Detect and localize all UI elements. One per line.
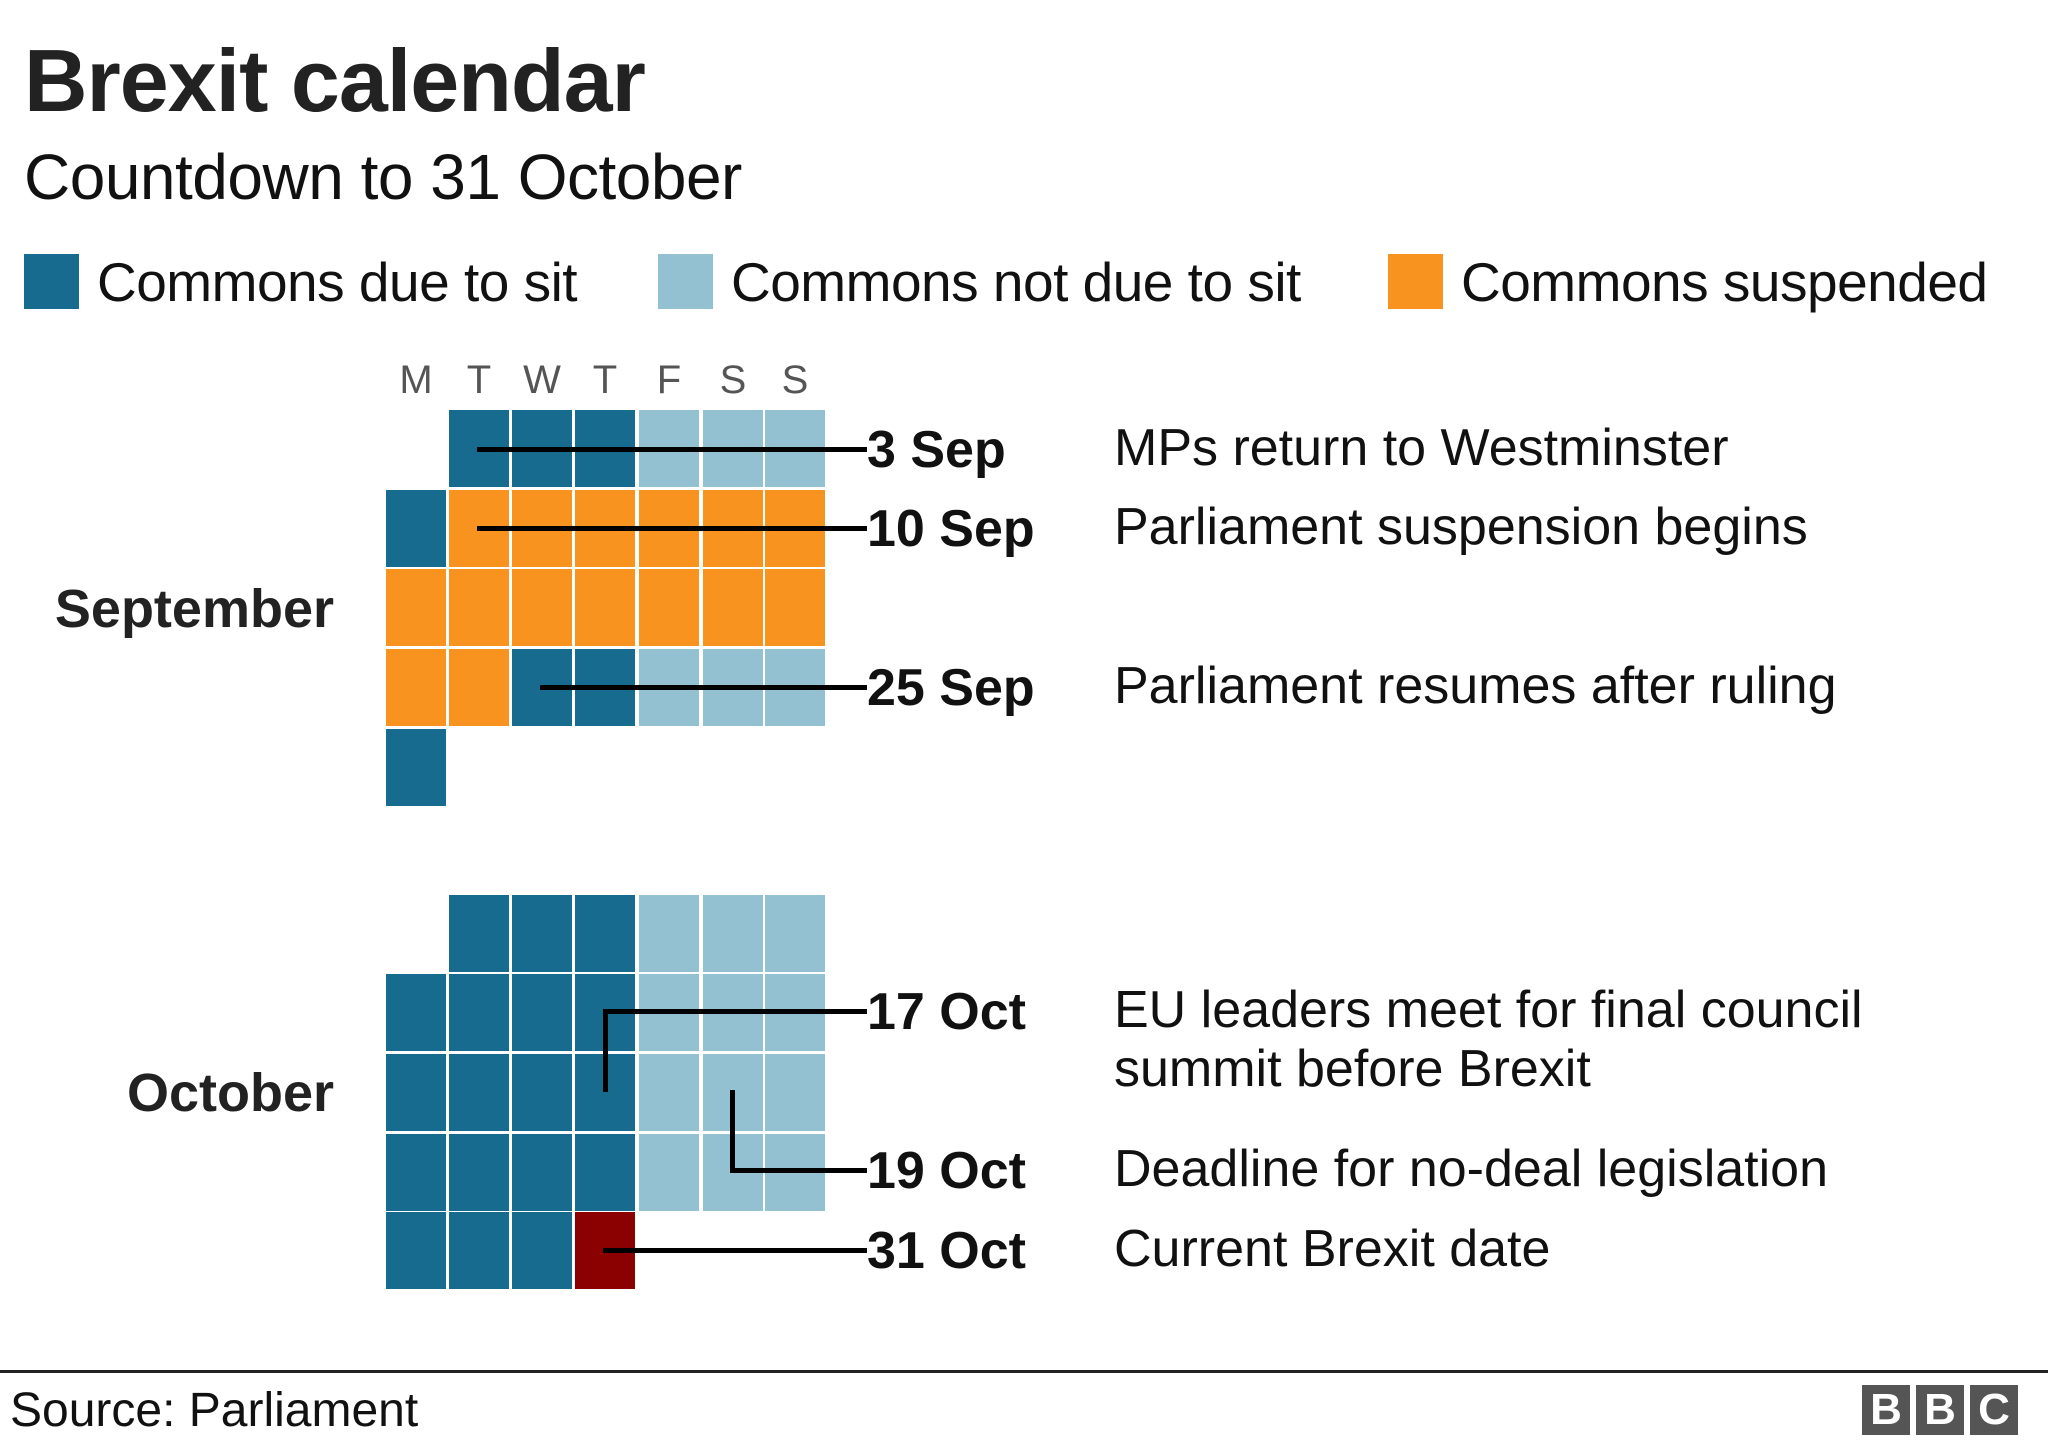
- leader-line-3-sep: [477, 447, 867, 452]
- leader-line-17-oct: [603, 1009, 867, 1014]
- bbc-logo-letter: B: [1862, 1385, 1910, 1435]
- october-day-cell: [449, 1054, 509, 1131]
- leader-line-10-sep: [477, 526, 867, 531]
- annotation-text: Deadline for no-deal legislation: [1114, 1140, 1829, 1198]
- september-day-cell: [386, 649, 446, 726]
- october-day-cell: [512, 1054, 572, 1131]
- bbc-logo: B B C: [1862, 1385, 2018, 1435]
- weekday-label: M: [399, 358, 433, 402]
- annotation-date: 31 Oct: [867, 1222, 1026, 1280]
- october-day-cell: [449, 1212, 509, 1289]
- legend-label: Commons suspended: [1461, 250, 1988, 313]
- legend-swatch-not-sit: [658, 254, 713, 309]
- annotation-text: EU leaders meet for final council: [1114, 981, 1863, 1039]
- legend-label: Commons not due to sit: [731, 250, 1301, 313]
- legend-item-suspended: Commons suspended: [1388, 251, 1988, 313]
- september-day-cell: [386, 490, 446, 567]
- september-day-cell: [512, 569, 572, 646]
- october-day-cell: [512, 1134, 572, 1211]
- annotation-date: 17 Oct: [867, 983, 1026, 1041]
- october-day-cell: [575, 895, 635, 972]
- october-day-cell: [512, 1212, 572, 1289]
- footer-divider: [0, 1370, 2048, 1373]
- source-label: Source: Parliament: [10, 1384, 419, 1437]
- annotation-date: 19 Oct: [867, 1142, 1026, 1200]
- september-day-cell: [386, 569, 446, 646]
- october-day-cell: [639, 895, 699, 972]
- october-day-cell: [449, 1134, 509, 1211]
- september-day-cell: [386, 729, 446, 806]
- bbc-logo-letter: B: [1916, 1385, 1964, 1435]
- october-day-cell: [449, 974, 509, 1051]
- leader-line-19-oct-vertical: [730, 1090, 735, 1173]
- annotation-date: 10 Sep: [867, 500, 1035, 558]
- annotation-text: MPs return to Westminster: [1114, 419, 1729, 477]
- october-day-cell: [703, 895, 763, 972]
- chart-title: Brexit calendar: [24, 31, 646, 130]
- bbc-logo-letter: C: [1970, 1385, 2018, 1435]
- october-day-cell: [512, 974, 572, 1051]
- october-day-cell: [512, 895, 572, 972]
- september-day-cell: [575, 569, 635, 646]
- weekday-label: S: [719, 358, 747, 402]
- legend-swatch-sit: [24, 254, 79, 309]
- september-day-cell: [449, 649, 509, 726]
- annotation-text-line2: summit before Brexit: [1114, 1040, 1591, 1098]
- weekday-label: W: [523, 358, 561, 402]
- september-day-cell: [765, 569, 825, 646]
- annotation-text: Parliament suspension begins: [1114, 498, 1808, 556]
- october-day-cell: [575, 1134, 635, 1211]
- leader-line-17-oct-vertical: [603, 1009, 608, 1092]
- annotation-date: 25 Sep: [867, 659, 1035, 717]
- annotation-date: 3 Sep: [867, 421, 1006, 479]
- september-day-cell: [639, 569, 699, 646]
- october-day-cell: [639, 1054, 699, 1131]
- weekday-label: T: [466, 358, 492, 402]
- weekday-label: S: [781, 358, 809, 402]
- leader-line-31-oct: [603, 1248, 867, 1253]
- september-day-cell: [703, 569, 763, 646]
- month-label-september: September: [54, 579, 334, 639]
- october-day-cell: [386, 974, 446, 1051]
- legend-item-not-sit: Commons not due to sit: [658, 251, 1301, 313]
- leader-line-19-oct: [730, 1168, 867, 1173]
- weekday-label: T: [592, 358, 618, 402]
- leader-line-25-sep: [540, 685, 867, 690]
- weekday-label: F: [656, 358, 682, 402]
- october-day-cell: [765, 1054, 825, 1131]
- october-day-cell: [386, 1212, 446, 1289]
- october-day-cell: [449, 895, 509, 972]
- month-label-october: October: [126, 1063, 334, 1123]
- legend-label: Commons due to sit: [97, 250, 578, 313]
- september-day-cell: [449, 569, 509, 646]
- chart-subtitle: Countdown to 31 October: [24, 141, 742, 213]
- legend-swatch-suspended: [1388, 254, 1443, 309]
- annotation-text: Parliament resumes after ruling: [1114, 657, 1837, 715]
- legend-item-sit: Commons due to sit: [24, 251, 578, 313]
- october-day-cell: [639, 1134, 699, 1211]
- october-day-cell: [386, 1134, 446, 1211]
- october-day-cell: [765, 895, 825, 972]
- october-day-cell: [386, 1054, 446, 1131]
- annotation-text: Current Brexit date: [1114, 1220, 1551, 1278]
